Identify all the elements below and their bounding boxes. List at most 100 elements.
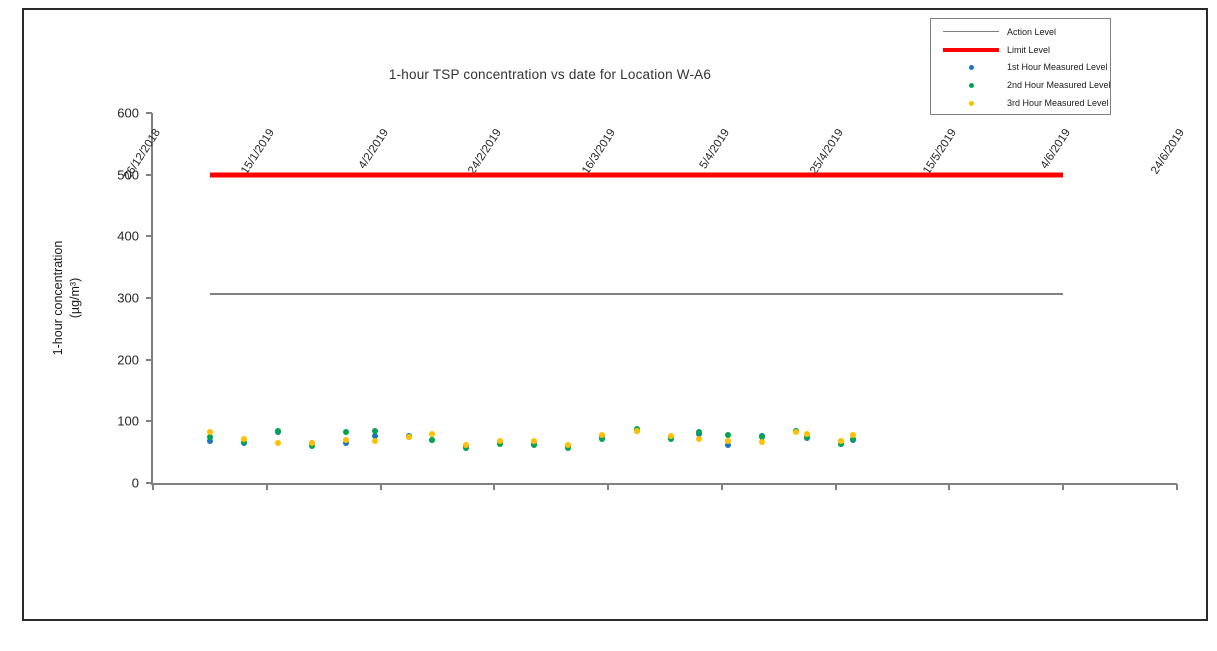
legend-label: Action Level — [1007, 26, 1057, 37]
data-point — [838, 438, 845, 445]
y-axis-title-line2: (µg/m³) — [68, 277, 82, 319]
x-tick-label: 24/2/2019 — [466, 127, 505, 177]
data-point — [462, 441, 469, 448]
x-tick-label: 26/12/2018 — [121, 127, 164, 182]
x-tick-label: 5/4/2019 — [697, 127, 732, 172]
y-axis-tick — [146, 420, 152, 423]
y-axis-tick — [146, 297, 152, 299]
data-point — [497, 441, 504, 448]
y-tick-label: 200 — [117, 352, 139, 368]
data-point — [849, 435, 856, 442]
legend-label: Limit Level — [1007, 44, 1051, 55]
x-axis-tick — [834, 484, 837, 490]
data-point — [531, 438, 538, 445]
x-tick-label: 25/4/2019 — [807, 127, 846, 177]
data-point — [371, 432, 378, 439]
data-point — [497, 438, 504, 445]
data-point — [696, 435, 703, 442]
chart-title: 1-hour TSP concentration vs date for Loc… — [388, 67, 712, 82]
data-point — [371, 427, 378, 434]
data-point — [696, 429, 703, 436]
chart-figure: 1-hour TSP concentration vs date for Loc… — [22, 8, 1208, 621]
limit-level-line-icon — [939, 47, 1003, 52]
legend-label: 3rd Hour Measured Level — [1007, 98, 1109, 109]
data-point — [758, 434, 765, 441]
data-point — [804, 430, 811, 437]
data-point — [849, 431, 856, 438]
data-point — [792, 429, 799, 436]
x-tick-label: 4/6/2019 — [1038, 127, 1074, 172]
x-axis-tick — [720, 484, 723, 490]
data-point — [241, 439, 248, 446]
x-tick-label: 24/6/2019 — [1149, 127, 1188, 177]
data-point — [206, 434, 213, 441]
x-tick-label: 15/5/2019 — [921, 127, 960, 177]
data-point — [275, 427, 282, 434]
legend-item-action-level: Action Level — [931, 23, 1110, 40]
data-point — [343, 429, 350, 436]
x-axis-tick — [379, 484, 382, 490]
y-tick-label: 500 — [117, 167, 139, 183]
data-point — [462, 444, 469, 451]
data-point — [275, 439, 282, 446]
x-tick-label: 16/3/2019 — [580, 127, 619, 177]
data-point — [406, 434, 412, 441]
third-hour-marker-icon — [939, 100, 1003, 106]
y-tick-label: 0 — [131, 475, 139, 491]
legend: Action Level Limit Level 1st Hour Measur… — [930, 18, 1111, 115]
y-tick-label: 600 — [117, 105, 139, 121]
data-point — [565, 442, 572, 449]
data-point — [838, 441, 845, 448]
y-axis-title: 1-hour concentration (µg/m³) — [50, 168, 84, 428]
x-axis-tick — [493, 484, 496, 490]
data-point — [343, 436, 350, 443]
y-axis-title-line1: 1-hour concentration — [51, 240, 66, 356]
action-level-line-icon — [939, 31, 1003, 33]
y-axis-tick — [146, 482, 152, 484]
data-point — [206, 429, 213, 436]
data-point — [428, 430, 435, 437]
x-axis-tick — [1176, 484, 1178, 490]
y-tick-label: 100 — [117, 413, 139, 429]
data-point — [633, 428, 640, 435]
data-point — [371, 438, 378, 445]
legend-label: 2nd Hour Measured Level — [1007, 80, 1111, 91]
first-hour-marker-icon — [939, 64, 1003, 70]
data-point — [667, 433, 674, 440]
x-tick-label: 4/2/2019 — [356, 127, 391, 172]
limit-level-line — [209, 172, 1064, 178]
legend-item-2nd-hour: 2nd Hour Measured Level — [931, 77, 1111, 94]
y-axis-tick — [146, 112, 152, 114]
x-axis-tick — [152, 484, 154, 490]
data-point — [724, 438, 731, 445]
second-hour-marker-icon — [939, 82, 1003, 88]
x-axis-tick — [265, 484, 268, 490]
x-axis-tick — [1062, 484, 1065, 490]
legend-item-3rd-hour: 3rd Hour Measured Level — [931, 95, 1110, 112]
data-point — [241, 435, 248, 442]
data-point — [599, 435, 606, 442]
data-point — [309, 443, 316, 449]
data-point — [724, 441, 731, 448]
x-axis-tick — [948, 484, 951, 490]
data-point — [758, 439, 765, 446]
data-point — [531, 441, 538, 448]
data-point — [724, 431, 731, 438]
data-point — [428, 437, 435, 444]
plot-area: 1-hour concentration (µg/m³) 0 100 200 300 4… — [51, 106, 1187, 491]
x-axis-tick — [607, 484, 610, 490]
data-point — [309, 439, 316, 446]
x-tick-label: 15/1/2019 — [238, 127, 277, 177]
legend-item-1st-hour: 1st Hour Measured Level — [931, 59, 1110, 76]
data-point — [804, 433, 811, 440]
action-level-line — [209, 293, 1064, 296]
legend-item-limit-level: Limit Level — [931, 41, 1110, 58]
y-axis-tick — [146, 173, 152, 176]
y-axis-tick — [146, 358, 152, 361]
data-point — [343, 439, 350, 446]
data-point — [599, 431, 606, 438]
y-tick-label: 300 — [117, 290, 139, 306]
y-tick-label: 400 — [117, 228, 139, 244]
y-axis-tick — [146, 235, 152, 238]
data-point — [206, 438, 213, 445]
